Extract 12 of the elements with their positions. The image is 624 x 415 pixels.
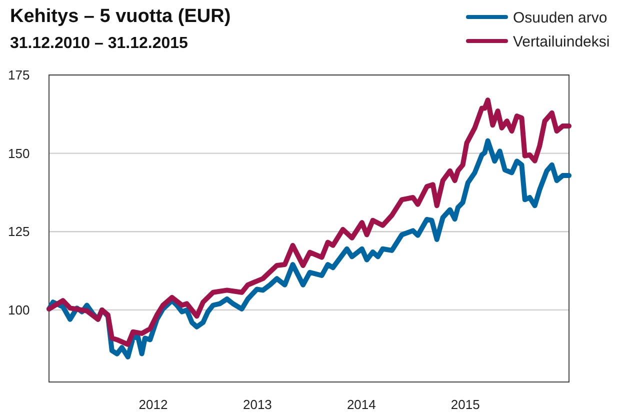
legend-label: Vertailuindeksi bbox=[513, 33, 610, 50]
x-tick-label: 2012 bbox=[138, 397, 168, 412]
y-tick-label: 150 bbox=[8, 146, 30, 161]
y-tick-label: 100 bbox=[8, 302, 30, 318]
x-tick-label: 2013 bbox=[242, 397, 272, 412]
x-tick-label: 2014 bbox=[346, 397, 376, 412]
y-tick-label: 175 bbox=[8, 68, 30, 83]
chart-subtitle: 31.12.2010 – 31.12.2015 bbox=[10, 35, 188, 52]
chart-title: Kehitys – 5 vuotta (EUR) bbox=[10, 6, 231, 27]
x-tick-label: 2015 bbox=[450, 397, 480, 412]
y-tick-label: 125 bbox=[8, 224, 30, 240]
legend-label: Osuuden arvo bbox=[513, 9, 608, 26]
